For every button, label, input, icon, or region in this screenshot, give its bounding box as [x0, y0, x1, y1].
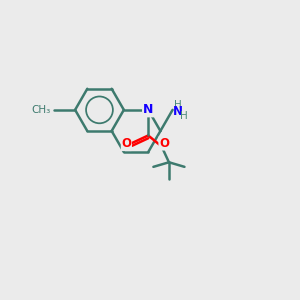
Text: N: N [173, 105, 183, 118]
Text: H: H [180, 111, 188, 122]
Text: N: N [143, 103, 153, 116]
Text: H: H [174, 100, 182, 110]
Text: O: O [122, 137, 131, 151]
Text: CH₃: CH₃ [32, 105, 51, 115]
Text: O: O [159, 137, 169, 150]
